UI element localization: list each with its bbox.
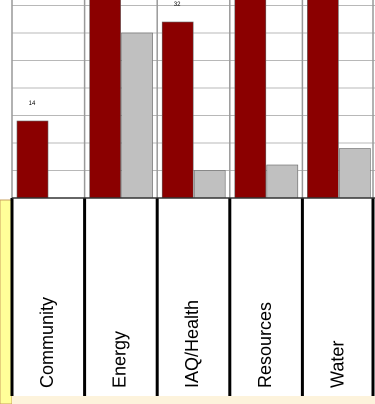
data-label: 14 (29, 101, 36, 107)
bar (121, 32, 153, 198)
data-label: 32 (174, 2, 181, 8)
category-area: Community Energy IAQ/Health Resources Water (10, 198, 375, 396)
bar (339, 148, 371, 198)
bar (266, 164, 299, 198)
category-label: Community (37, 297, 57, 388)
bar (89, 0, 121, 198)
side-box (0, 199, 13, 404)
category-label: Energy (110, 331, 130, 388)
bar (234, 0, 267, 198)
bar (193, 170, 226, 198)
bar (307, 0, 339, 198)
bottom-strip (12, 396, 375, 404)
bar (16, 120, 49, 198)
category-label: Water (327, 341, 347, 388)
category-label: IAQ/Health (182, 300, 202, 388)
category-label: Resources (255, 302, 275, 388)
bar (161, 21, 194, 198)
plot (12, 0, 375, 198)
